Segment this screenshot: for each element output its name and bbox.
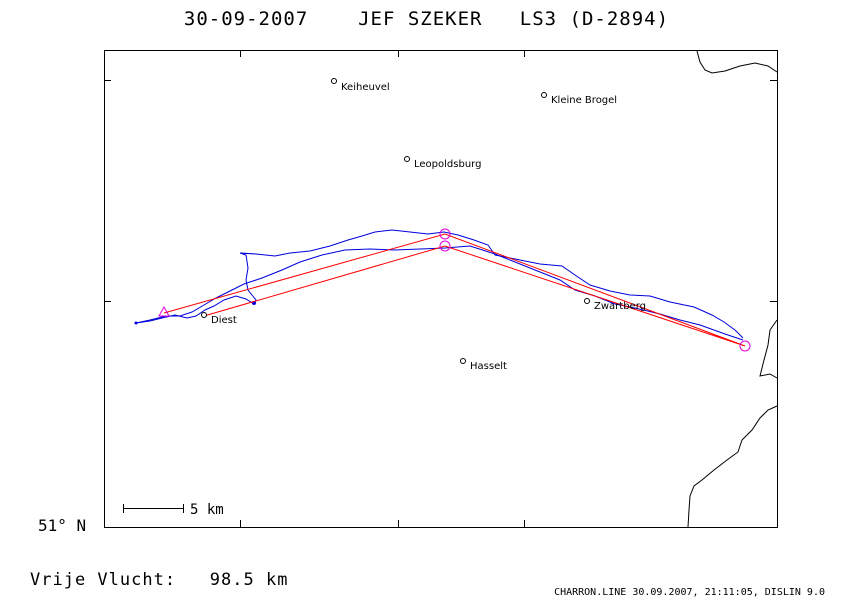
map-frame	[104, 50, 778, 528]
flight-title: 30-09-2007 JEF SZEKER LS3 (D-2894)	[0, 8, 853, 30]
place-marker-diest	[201, 312, 207, 318]
place-label-leopoldsburg: Leopoldsburg	[414, 159, 481, 170]
flight-distance-value: 98.5 km	[209, 570, 289, 590]
gps-track	[135, 229, 744, 341]
flight-distance-line: Vrije Vlucht: 98.5 km	[30, 570, 288, 590]
place-marker-leopoldsburg	[404, 156, 410, 162]
place-marker-kleine-brogel	[541, 92, 547, 98]
latitude-label: 51° N	[38, 516, 87, 535]
place-label-hasselt: Hasselt	[470, 361, 507, 372]
turnpoint-3-circle	[739, 340, 751, 352]
place-label-kleine-brogel: Kleine Brogel	[551, 95, 617, 106]
place-marker-hasselt	[460, 358, 466, 364]
turnpoint-2-circle	[439, 240, 451, 252]
turnpoints	[158, 228, 751, 352]
scale-bar	[123, 504, 184, 513]
place-label-zwartberg: Zwartberg	[594, 301, 646, 312]
place-marker-zwartberg	[584, 298, 590, 304]
track-start-marker	[134, 321, 138, 325]
task-lines	[163, 233, 746, 347]
place-markers	[201, 78, 590, 364]
place-label-diest: Diest	[211, 315, 237, 326]
flight-distance-label: Vrije Vlucht:	[30, 570, 177, 590]
country-border	[687, 50, 778, 528]
axis-ticks	[104, 50, 777, 527]
credits-text: CHARRON.LINE 30.09.2007, 21:11:05, DISLI…	[554, 587, 825, 598]
flight-date: 30-09-2007	[183, 8, 309, 30]
place-label-keiheuvel: Keiheuvel	[341, 82, 390, 93]
pilot-name: JEF SZEKER	[358, 8, 483, 30]
glider-id: LS3 (D-2894)	[519, 8, 670, 30]
turnpoint-1-circle	[439, 228, 451, 240]
place-marker-keiheuvel	[331, 78, 337, 84]
scale-bar-label: 5 km	[190, 502, 224, 518]
start-triangle-icon	[158, 305, 170, 317]
